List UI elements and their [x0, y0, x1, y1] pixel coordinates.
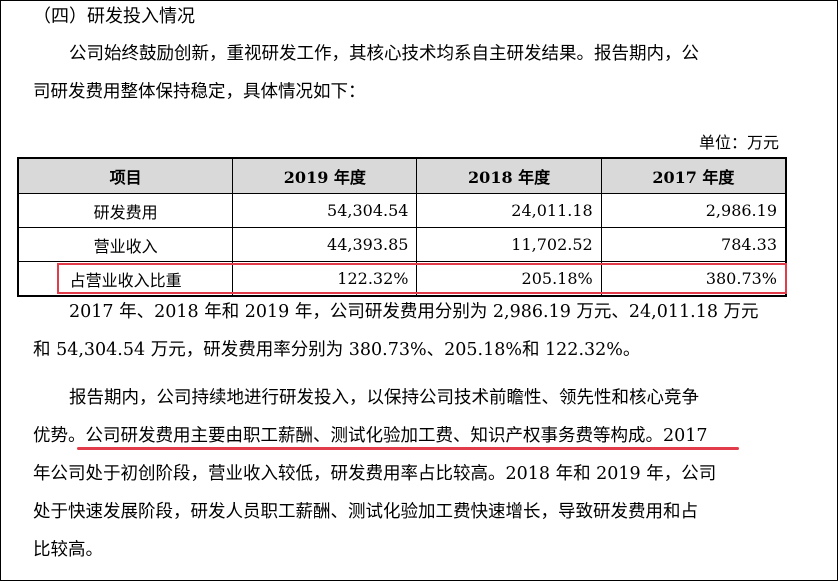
detail-line-1: 报告期内，公司持续地进行研发投入，以保持公司技术前瞻性、领先性和核心竞争 [69, 388, 699, 408]
summary-paragraph: 2017 年、2018 年和 2019 年，公司研发费用分别为 2,986.19… [33, 299, 789, 375]
unit-label: 单位：万元 [698, 133, 779, 152]
header-2017: 2017 年度 [600, 157, 787, 194]
header-2019: 2019 年度 [232, 157, 418, 194]
detail-line-5: 比较高。 [33, 540, 103, 560]
underline-annotation [77, 447, 739, 450]
detail-line-2: 优势。公司研发费用主要由职工薪酬、测试化验加工费、知识产权事务费等构成。2017 [33, 423, 789, 461]
cell-value: 11,702.52 [416, 227, 602, 262]
header-item: 项目 [17, 157, 234, 194]
cell-value: 24,011.18 [416, 193, 602, 228]
row-label: 营业收入 [17, 227, 234, 262]
summary-line-2: 和 54,304.54 万元，研发费用率分别为 380.73%、205.18%和… [33, 340, 641, 360]
detail-paragraph: 报告期内，公司持续地进行研发投入，以保持公司技术前瞻性、领先性和核心竞争 优势。… [33, 385, 789, 575]
detail-line-2-end: 2017 [663, 426, 708, 446]
cell-value: 784.33 [600, 227, 787, 262]
table-header-row: 项目 2019 年度 2018 年度 2017 年度 [17, 157, 787, 194]
table-row: 研发费用 54,304.54 24,011.18 2,986.19 [17, 193, 787, 228]
cell-value: 205.18% [416, 261, 602, 297]
cell-value: 54,304.54 [232, 193, 418, 228]
cell-value: 44,393.85 [232, 227, 418, 262]
row-label: 占营业收入比重 [17, 261, 234, 297]
rd-expense-table: 项目 2019 年度 2018 年度 2017 年度 研发费用 54,304.5… [17, 157, 787, 297]
summary-line-1: 2017 年、2018 年和 2019 年，公司研发费用分别为 2,986.19… [69, 302, 759, 322]
row-label: 研发费用 [17, 193, 234, 228]
detail-line-3: 年公司处于初创阶段，营业收入较低，研发费用率占比较高。2018 年和 2019 … [33, 464, 717, 484]
intro-line-1: 公司始终鼓励创新，重视研发工作，其核心技术均系自主研发结果。报告期内，公 [69, 44, 699, 64]
table-row: 占营业收入比重 122.32% 205.18% 380.73% [17, 261, 787, 297]
cell-value: 2,986.19 [600, 193, 787, 228]
section-heading: （四）研发投入情况 [33, 6, 195, 27]
highlighted-sentence: 公司研发费用主要由职工薪酬、测试化验加工费、知识产权事务费等构成。 [85, 426, 664, 446]
header-2018: 2018 年度 [416, 157, 602, 194]
intro-paragraph: 公司始终鼓励创新，重视研发工作，其核心技术均系自主研发结果。报告期内，公 司研发… [33, 41, 789, 117]
cell-value: 122.32% [232, 261, 418, 297]
intro-line-2: 司研发费用整体保持稳定，具体情况如下： [33, 82, 366, 102]
detail-line-4: 处于快速发展阶段，研发人员职工薪酬、测试化验加工费快速增长，导致研发费用和占 [33, 502, 698, 522]
table-row: 营业收入 44,393.85 11,702.52 784.33 [17, 227, 787, 262]
cell-value: 380.73% [600, 261, 787, 297]
detail-line-2-start: 优势。 [33, 426, 86, 446]
